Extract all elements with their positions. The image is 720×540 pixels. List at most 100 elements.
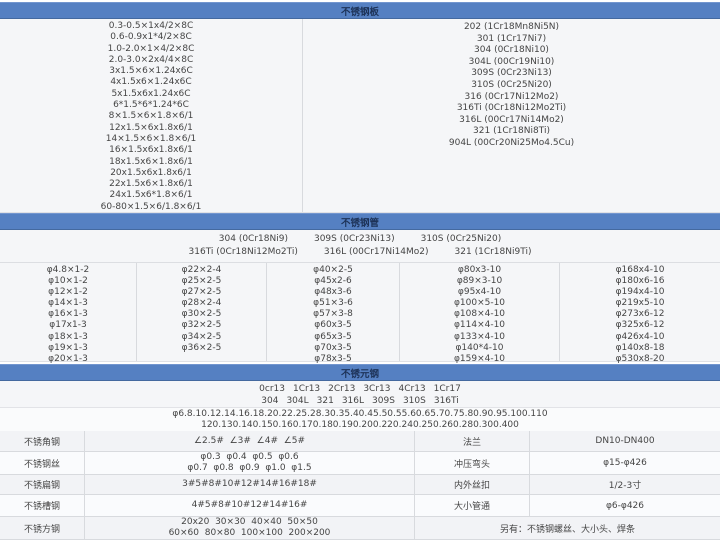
section-header-round: 不锈元钢: [0, 364, 720, 381]
pipe-size: φ426x4-10: [615, 331, 665, 342]
row-values: φ15-φ426: [603, 458, 647, 468]
pipe-size: φ48x3-6: [314, 287, 352, 298]
pipe-size: φ57×3-8: [313, 309, 353, 320]
plate-size: 0.3-0.5×1x4/2×8C: [108, 21, 194, 31]
plate-grade-list: 202 (1Cr18Mn8Ni5N) 301 (1Cr17Ni7) 304 (0Cr…: [303, 19, 720, 212]
plate-size: 3x1.5×6×1.24x6C: [109, 66, 193, 77]
round-sizes: φ6.8.10.12.14.16.18.20.22.25.28.30.35.40…: [0, 408, 720, 431]
plate-size: 22x1.5x6×1.8x6/1: [109, 179, 193, 190]
row-values: 4#5#8#10#12#14#16#: [85, 495, 415, 516]
plate-grade: 202 (1Cr18Mn8Ni5N): [463, 22, 560, 32]
pipe-size: φ114×4-10: [453, 320, 506, 331]
plate-size: 6*1.5*6*1.24*6C: [113, 100, 189, 111]
pipe-size: φ4.8×1-2: [46, 265, 90, 275]
pipe-size-column-4: φ80x3-10 φ89×3-10 φ95x4-10 φ100×5-10 φ108×4-…: [400, 263, 560, 364]
plate-size: 20x1.5x6x1.8x6/1: [110, 167, 192, 178]
round-grade: 309S: [372, 396, 395, 406]
table-row: 不锈槽钢 4#5#8#10#12#14#16# 大小管通 φ6-φ426: [0, 495, 720, 517]
other-products-note: 另有：不锈钢螺丝、大小头、焊条: [499, 524, 635, 535]
plate-size: 16×1.5x6x1.8x6/1: [109, 145, 193, 156]
round-grade: 1Cr17: [433, 384, 461, 394]
pipe-grade: 316Ti (0Cr18Ni12Mo2Ti): [188, 247, 298, 257]
pipe-size: φ108×4-10: [453, 309, 506, 320]
plate-size: 12x1.5×6x1.8x6/1: [109, 122, 193, 133]
table-row: 不锈钢丝 φ0.3 φ0.4 φ0.5 φ0.6 φ0.7 φ0.8 φ0.9 φ…: [0, 452, 720, 475]
plate-grade: 904L (00Cr20Ni25Mo4.5Cu): [448, 137, 575, 148]
pipe-size: φ325x6-12: [615, 320, 665, 331]
value-line: 4#5#8#10#12#14#16#: [191, 500, 308, 510]
plate-grade: 310S (0Cr25Ni20): [471, 79, 552, 90]
table-row: 不锈扁钢 3#5#8#10#12#14#16#18# 内外丝扣 1/2-3寸: [0, 475, 720, 495]
pipe-grade: 304 (0Cr18Ni9): [218, 234, 288, 244]
row-values: φ6-φ426: [605, 500, 645, 511]
pipe-grade-line-1: 304 (0Cr18Ni9) 309S (0Cr23Ni13) 310S (0Cr2…: [0, 233, 720, 246]
pipe-size: φ95x4-10: [457, 287, 502, 298]
value-line: 3#5#8#10#12#14#16#18#: [182, 479, 317, 489]
row-values: 1/2-3寸: [608, 481, 642, 491]
section-header-pipe: 不锈钢管: [0, 213, 720, 230]
plate-grade: 316L (00Cr17Ni14Mo2): [459, 114, 564, 125]
plate-grade: 321 (1Cr18Ni8Ti): [473, 126, 550, 137]
pipe-size-grid: φ4.8×1-2 φ10×1-2 φ12×1-2 φ14×1-3 φ16×1-3 φ17x…: [0, 262, 720, 364]
row-values: ∠2.5# ∠3# ∠4# ∠5#: [85, 431, 415, 451]
pipe-size: φ194x4-10: [615, 287, 665, 298]
pipe-size: φ70x3-5: [314, 342, 352, 353]
plate-size: 18x1.5x6×1.8x6/1: [109, 156, 193, 167]
pipe-size: φ159×4-10: [453, 353, 506, 364]
pipe-grade: 316L (00Cr17Ni14Mo2): [323, 247, 429, 257]
pipe-size: φ25×2-5: [181, 276, 222, 287]
pipe-grade: 310S (0Cr25Ni20): [420, 234, 502, 244]
pipe-size: φ32×2-5: [181, 320, 222, 331]
pipe-size: φ20×1-3: [48, 353, 88, 364]
row-label: 法兰: [415, 431, 530, 451]
round-grade: 316Ti: [433, 396, 459, 406]
plate-size: 24x1.5x6*1.8×6/1: [109, 190, 193, 201]
pipe-size: φ10×1-2: [48, 276, 88, 287]
pipe-size: φ133×4-10: [453, 331, 506, 342]
plate-size: 4x1.5x6×1.24x6C: [110, 77, 192, 88]
plate-size-list: 0.3-0.5×1x4/2×8C 0.6-0.9x1*4/2×8C 1.0-2.0×…: [0, 19, 303, 212]
plate-grade: 316 (0Cr17Ni12Mo2): [464, 91, 559, 102]
pipe-size: φ19×1-3: [48, 342, 88, 353]
pipe-size: φ16×1-3: [48, 309, 88, 320]
pipe-size: φ168x4-10: [615, 265, 665, 275]
pipe-size: φ219x5-10: [615, 298, 665, 309]
row-values: DN10-DN400: [595, 436, 655, 446]
round-grade: 1Cr13: [292, 384, 321, 394]
round-size-line-1: φ6.8.10.12.14.16.18.20.22.25.28.30.35.40…: [172, 409, 548, 419]
round-grade: 304L: [286, 396, 309, 406]
misc-products-table: 不锈角钢 ∠2.5# ∠3# ∠4# ∠5# 法兰 DN10-DN400 不锈钢…: [0, 431, 720, 540]
row-label: 不锈角钢: [0, 431, 85, 451]
section-title: 不锈钢板: [340, 6, 379, 18]
plate-grade: 304 (0Cr18Ni10): [474, 45, 549, 56]
round-grade: 321: [316, 396, 334, 406]
plate-size: 0.6-0.9x1*4/2×8C: [110, 32, 192, 43]
value-line: 20x20 30×30 40×40 50×50: [181, 517, 318, 527]
section-title: 不锈元钢: [340, 368, 379, 380]
round-grade: 310S: [402, 396, 426, 406]
row-label: 内外丝扣: [415, 475, 530, 494]
round-grades: 0cr13 1Cr13 2Cr13 3Cr13 4Cr13 1Cr17 304 304L 32…: [0, 381, 720, 408]
row-values: φ0.3 φ0.4 φ0.5 φ0.6 φ0.7 φ0.8 φ0.9 φ1.0 φ…: [85, 452, 415, 474]
pipe-size-column-1: φ4.8×1-2 φ10×1-2 φ12×1-2 φ14×1-3 φ16×1-3 φ17x…: [0, 263, 137, 364]
pipe-size: φ140*4-10: [455, 342, 504, 353]
round-grade: 0cr13: [259, 384, 285, 394]
pipe-size: φ140x8-18: [615, 342, 665, 353]
pipe-grade: 309S (0Cr23Ni13): [313, 234, 395, 244]
pipe-size: φ27×2-5: [181, 287, 222, 298]
row-label: 不锈槽钢: [0, 495, 85, 516]
plate-grade: 309S (0Cr23Ni13): [471, 68, 552, 79]
pipe-size: φ45x2-6: [314, 276, 352, 287]
round-grade-line-2: 304 304L 321 316L 309S 310S 316Ti: [0, 395, 720, 407]
plate-size: 1.0-2.0×1×4/2×8C: [107, 43, 195, 54]
row-label: 不锈钢丝: [0, 452, 85, 474]
table-row: 不锈方钢 20x20 30×30 40×40 50×50 60×60 80×80 …: [0, 517, 720, 540]
section-gap: [0, 362, 720, 364]
pipe-size: φ51×3-6: [313, 298, 353, 309]
pipe-size: φ34×2-5: [181, 331, 222, 342]
value-line: φ0.3 φ0.4 φ0.5 φ0.6: [200, 452, 299, 462]
pipe-size: φ30×2-5: [181, 309, 222, 320]
plate-size: 2.0-3.0×2x4/4×8C: [108, 54, 194, 65]
pipe-size: φ17x1-3: [49, 320, 87, 331]
